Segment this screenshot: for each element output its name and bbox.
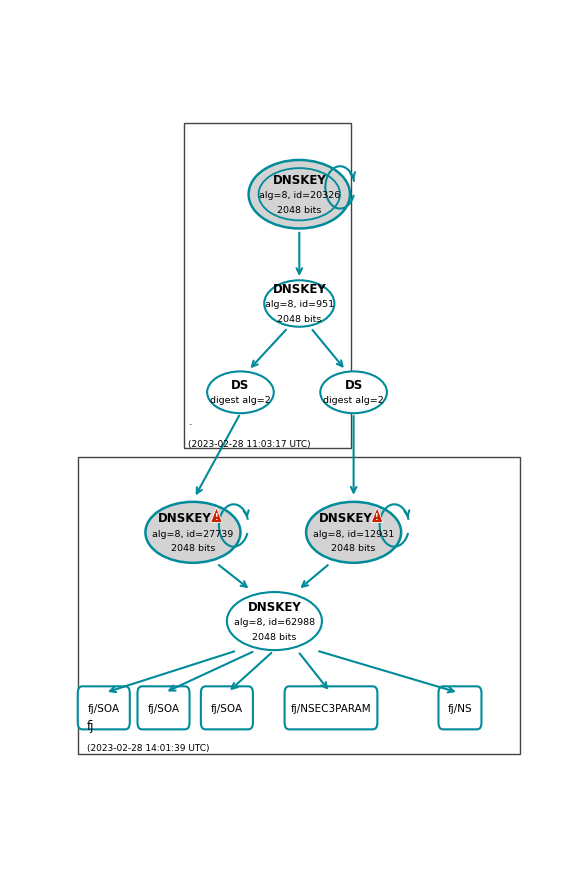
FancyBboxPatch shape	[284, 687, 377, 729]
Text: 2048 bits: 2048 bits	[332, 543, 376, 552]
Ellipse shape	[264, 281, 335, 327]
Text: 2048 bits: 2048 bits	[252, 632, 297, 641]
Ellipse shape	[145, 502, 241, 563]
Text: !: !	[215, 512, 218, 522]
Ellipse shape	[320, 372, 387, 414]
Ellipse shape	[207, 372, 274, 414]
FancyBboxPatch shape	[439, 687, 481, 729]
Text: DS: DS	[231, 379, 249, 392]
Text: DNSKEY: DNSKEY	[272, 174, 326, 186]
Text: 2048 bits: 2048 bits	[171, 543, 215, 552]
Text: fj/SOA: fj/SOA	[211, 703, 243, 713]
Text: !: !	[376, 512, 379, 522]
Text: alg=8, id=20326: alg=8, id=20326	[259, 190, 340, 199]
Text: .: .	[189, 417, 192, 427]
Text: digest alg=2: digest alg=2	[210, 396, 271, 405]
Text: digest alg=2: digest alg=2	[323, 396, 384, 405]
Text: fj/SOA: fj/SOA	[88, 703, 120, 713]
Ellipse shape	[249, 160, 350, 229]
Text: alg=8, id=27739: alg=8, id=27739	[152, 530, 234, 539]
Text: DS: DS	[345, 379, 363, 392]
Text: DNSKEY: DNSKEY	[319, 511, 373, 525]
Text: alg=8, id=951: alg=8, id=951	[265, 299, 334, 308]
FancyBboxPatch shape	[78, 458, 520, 755]
Text: fj/SOA: fj/SOA	[147, 703, 180, 713]
FancyBboxPatch shape	[201, 687, 253, 729]
Text: fj: fj	[86, 719, 94, 733]
Text: alg=8, id=12931: alg=8, id=12931	[313, 530, 394, 539]
Text: DNSKEY: DNSKEY	[248, 600, 301, 613]
Text: 2048 bits: 2048 bits	[277, 315, 321, 323]
Ellipse shape	[227, 593, 322, 650]
Text: 2048 bits: 2048 bits	[277, 206, 321, 214]
FancyBboxPatch shape	[184, 123, 352, 449]
Text: DNSKEY: DNSKEY	[272, 283, 326, 296]
Text: fj/NSEC3PARAM: fj/NSEC3PARAM	[291, 703, 371, 713]
Text: alg=8, id=62988: alg=8, id=62988	[234, 617, 315, 626]
Text: DNSKEY: DNSKEY	[158, 511, 211, 525]
Polygon shape	[371, 508, 383, 523]
Text: fj/NS: fj/NS	[448, 703, 472, 713]
Polygon shape	[211, 508, 223, 523]
Text: (2023-02-28 14:01:39 UTC): (2023-02-28 14:01:39 UTC)	[86, 743, 209, 752]
FancyBboxPatch shape	[78, 687, 130, 729]
Text: (2023-02-28 11:03:17 UTC): (2023-02-28 11:03:17 UTC)	[189, 439, 311, 448]
FancyBboxPatch shape	[137, 687, 190, 729]
Ellipse shape	[306, 502, 401, 563]
